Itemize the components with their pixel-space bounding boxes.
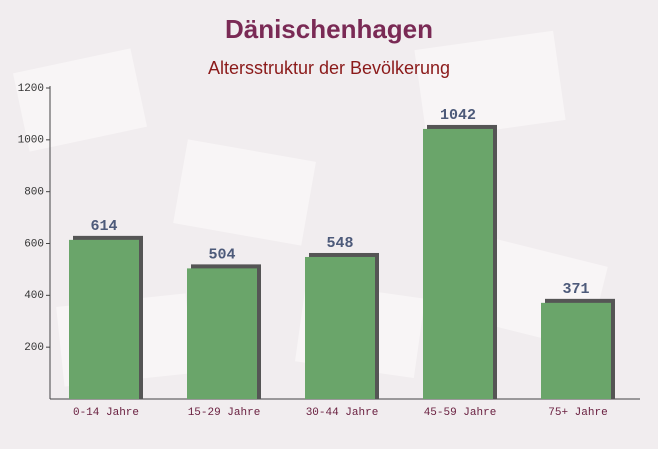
x-tick-label: 75+ Jahre	[548, 407, 607, 419]
value-label: 1042	[440, 107, 476, 124]
x-tick-label: 0-14 Jahre	[73, 407, 139, 419]
y-tick-label: 400	[24, 290, 44, 302]
x-tick-label: 15-29 Jahre	[188, 407, 261, 419]
y-tick-label: 1200	[18, 83, 44, 95]
y-tick-label: 1000	[18, 135, 44, 147]
y-tick-label: 600	[24, 238, 44, 250]
value-label: 371	[562, 281, 589, 298]
bar	[305, 256, 375, 399]
y-tick-label: 200	[24, 342, 44, 354]
y-tick-label: 800	[24, 187, 44, 199]
x-tick-label: 45-59 Jahre	[424, 407, 497, 419]
x-tick-label: 30-44 Jahre	[306, 407, 379, 419]
chart-title: Dänischenhagen	[225, 14, 433, 44]
bar	[69, 239, 139, 399]
value-label: 548	[326, 235, 353, 252]
bar	[541, 302, 611, 399]
chart-subtitle: Altersstruktur der Bevölkerung	[208, 58, 450, 78]
bar	[423, 128, 493, 399]
value-label: 504	[208, 246, 235, 263]
value-label: 614	[90, 218, 117, 235]
bar	[187, 268, 257, 399]
